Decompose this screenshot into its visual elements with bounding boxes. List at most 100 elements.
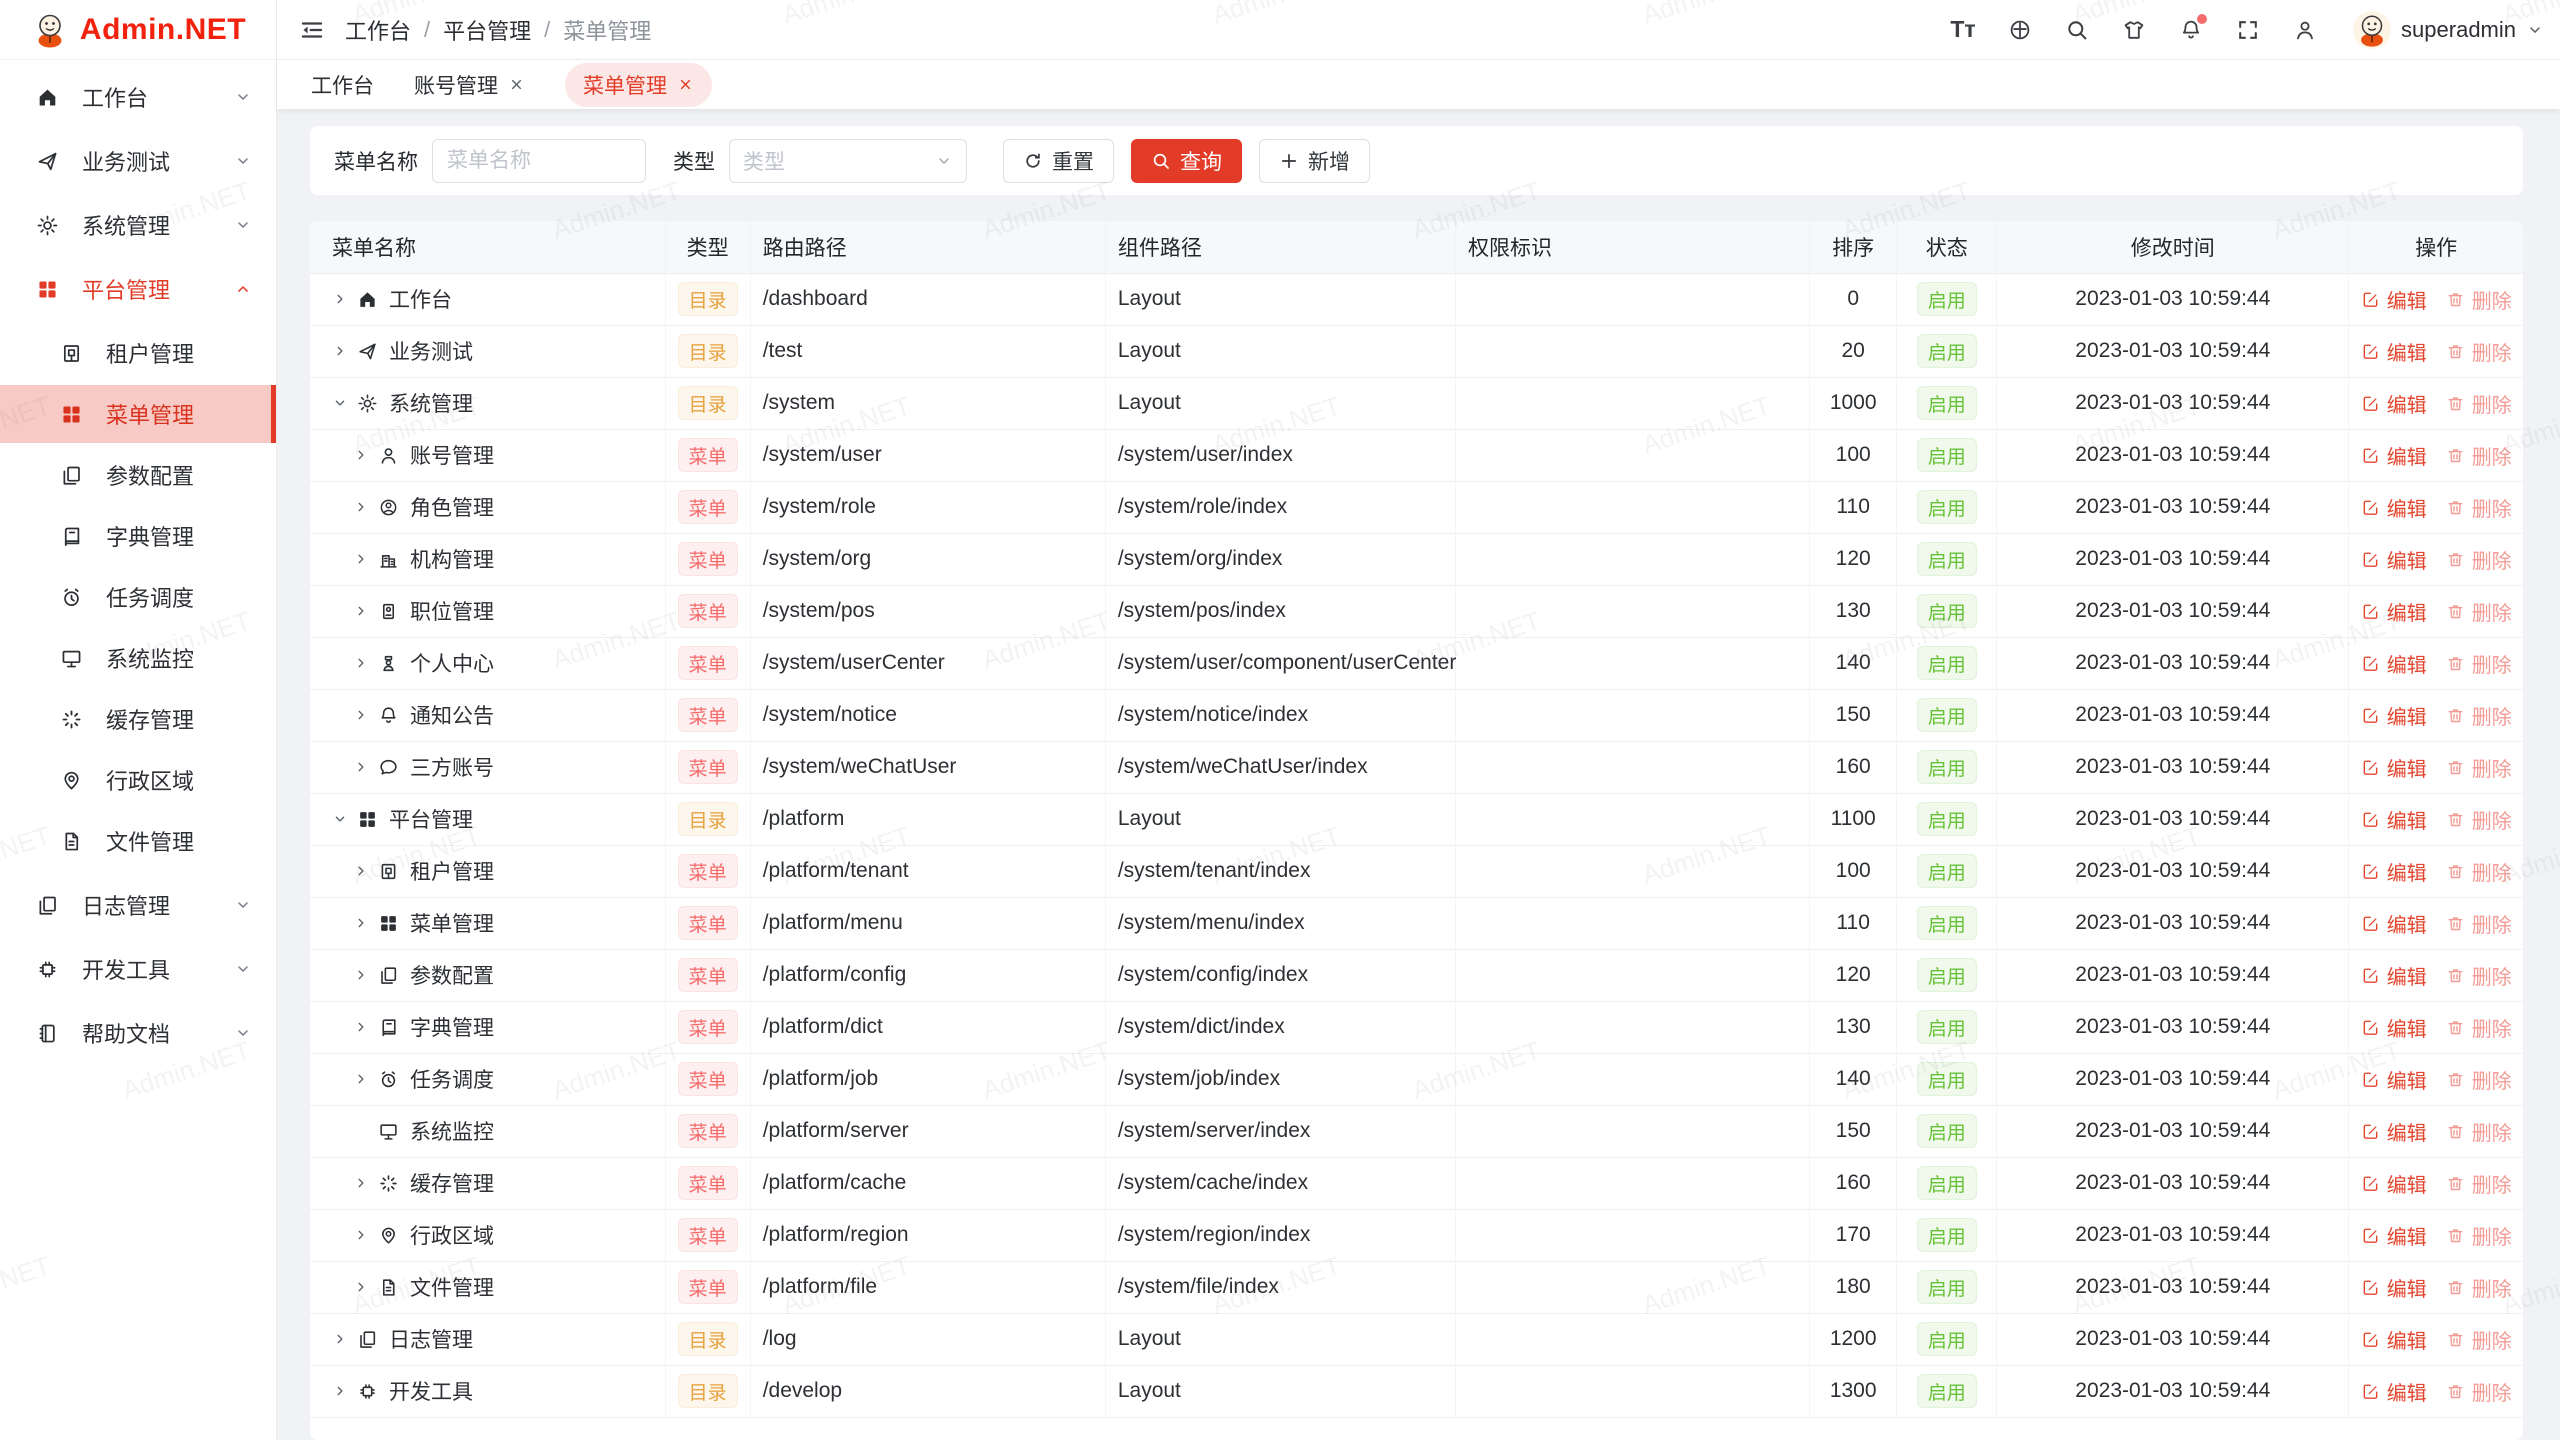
edit-button[interactable]: 编辑: [2361, 441, 2427, 470]
delete-button[interactable]: 删除: [2446, 1325, 2512, 1354]
header-tool-notifications[interactable]: [2178, 13, 2208, 43]
table-row[interactable]: 租户管理 菜单/platform/tenant/system/tenant/ind…: [310, 845, 2523, 898]
delete-button[interactable]: 删除: [2446, 753, 2512, 782]
header-tool-fullscreen[interactable]: [2235, 17, 2261, 43]
delete-button[interactable]: 删除: [2446, 597, 2512, 626]
search-button[interactable]: 查询: [1131, 138, 1242, 183]
edit-button[interactable]: 编辑: [2361, 545, 2427, 574]
sidebar-item-tenant[interactable]: 租户管理: [0, 324, 276, 382]
table-row[interactable]: 工作台 目录/dashboard Layout 0 启用 2023-01-03 10:59…: [310, 273, 2523, 326]
sidebar-item-job[interactable]: 任务调度: [0, 568, 276, 626]
table-row[interactable]: 菜单管理 菜单/platform/menu/system/menu/index 11…: [310, 897, 2523, 950]
edit-button[interactable]: 编辑: [2361, 1013, 2427, 1042]
edit-button[interactable]: 编辑: [2361, 649, 2427, 678]
header-tool-profile[interactable]: [2292, 17, 2318, 43]
sidebar-item-file[interactable]: 文件管理: [0, 812, 276, 870]
edit-button[interactable]: 编辑: [2361, 597, 2427, 626]
chevron-right-icon[interactable]: [353, 603, 369, 619]
edit-button[interactable]: 编辑: [2361, 805, 2427, 834]
delete-button[interactable]: 删除: [2446, 909, 2512, 938]
delete-button[interactable]: 删除: [2446, 1169, 2512, 1198]
chevron-right-icon[interactable]: [332, 291, 348, 307]
chevron-right-icon[interactable]: [353, 499, 369, 515]
breadcrumb-item[interactable]: 平台管理: [443, 18, 532, 44]
delete-button[interactable]: 删除: [2446, 441, 2512, 470]
table-row[interactable]: 行政区域 菜单/platform/region/system/region/ind…: [310, 1209, 2523, 1262]
edit-button[interactable]: 编辑: [2361, 493, 2427, 522]
edit-button[interactable]: 编辑: [2361, 1377, 2427, 1406]
edit-button[interactable]: 编辑: [2361, 1117, 2427, 1146]
chevron-right-icon[interactable]: [353, 915, 369, 931]
user-menu[interactable]: superadmin: [2353, 10, 2544, 49]
sidebar-item-dict[interactable]: 字典管理: [0, 507, 276, 565]
chevron-right-icon[interactable]: [353, 1071, 369, 1087]
sidebar-item-menu[interactable]: 菜单管理: [0, 385, 276, 443]
sidebar-item-system[interactable]: 系统管理: [0, 196, 276, 254]
edit-button[interactable]: 编辑: [2361, 961, 2427, 990]
table-row[interactable]: 账号管理 菜单/system/user/system/user/index 100 启…: [310, 429, 2523, 482]
menu-fold-icon[interactable]: [299, 17, 325, 43]
sidebar-item-config[interactable]: 参数配置: [0, 446, 276, 504]
edit-button[interactable]: 编辑: [2361, 1169, 2427, 1198]
sidebar-item-help[interactable]: 帮助文档: [0, 1004, 276, 1062]
delete-button[interactable]: 删除: [2446, 649, 2512, 678]
table-row[interactable]: 字典管理 菜单/platform/dict/system/dict/index 13…: [310, 1001, 2523, 1054]
table-row[interactable]: 系统监控 菜单/platform/server/system/server/ind…: [310, 1105, 2523, 1158]
table-row[interactable]: 缓存管理 菜单/platform/cache/system/cache/index…: [310, 1157, 2523, 1210]
chevron-right-icon[interactable]: [353, 759, 369, 775]
chevron-right-icon[interactable]: [353, 1175, 369, 1191]
table-row[interactable]: 开发工具 目录/develop Layout 1300 启用 2023-01-03 10:…: [310, 1365, 2523, 1418]
delete-button[interactable]: 删除: [2446, 1117, 2512, 1146]
header-tool-font-size[interactable]: Tт: [1950, 17, 1976, 43]
chevron-right-icon[interactable]: [353, 551, 369, 567]
chevron-right-icon[interactable]: [353, 1019, 369, 1035]
table-row[interactable]: 角色管理 菜单/system/role/system/role/index 110 启…: [310, 481, 2523, 534]
table-row[interactable]: 通知公告 菜单/system/notice/system/notice/index…: [310, 689, 2523, 742]
header-tool-language[interactable]: [2007, 17, 2033, 43]
chevron-right-icon[interactable]: [353, 707, 369, 723]
sidebar-item-develop[interactable]: 开发工具: [0, 940, 276, 998]
sidebar-item-workbench[interactable]: 工作台: [0, 68, 276, 126]
delete-button[interactable]: 删除: [2446, 493, 2512, 522]
delete-button[interactable]: 删除: [2446, 389, 2512, 418]
chevron-down-icon[interactable]: [332, 395, 348, 411]
edit-button[interactable]: 编辑: [2361, 701, 2427, 730]
edit-button[interactable]: 编辑: [2361, 1325, 2427, 1354]
chevron-right-icon[interactable]: [332, 1331, 348, 1347]
header-tool-search[interactable]: [2064, 17, 2090, 43]
header-tool-theme[interactable]: [2121, 17, 2147, 43]
chevron-right-icon[interactable]: [332, 1383, 348, 1399]
edit-button[interactable]: 编辑: [2361, 857, 2427, 886]
edit-button[interactable]: 编辑: [2361, 1273, 2427, 1302]
breadcrumb-item[interactable]: 工作台: [345, 18, 412, 44]
delete-button[interactable]: 删除: [2446, 285, 2512, 314]
delete-button[interactable]: 删除: [2446, 1377, 2512, 1406]
chevron-right-icon[interactable]: [353, 967, 369, 983]
edit-button[interactable]: 编辑: [2361, 909, 2427, 938]
close-icon[interactable]: [677, 76, 694, 93]
chevron-right-icon[interactable]: [353, 1279, 369, 1295]
table-row[interactable]: 系统管理 目录/system Layout 1000 启用 2023-01-03 10:5…: [310, 377, 2523, 430]
edit-button[interactable]: 编辑: [2361, 1221, 2427, 1250]
delete-button[interactable]: 删除: [2446, 545, 2512, 574]
delete-button[interactable]: 删除: [2446, 857, 2512, 886]
table-row[interactable]: 日志管理 目录/log Layout 1200 启用 2023-01-03 10:59:4…: [310, 1313, 2523, 1366]
edit-button[interactable]: 编辑: [2361, 1065, 2427, 1094]
delete-button[interactable]: 删除: [2446, 805, 2512, 834]
chevron-right-icon[interactable]: [332, 343, 348, 359]
reset-button[interactable]: 重置: [1003, 138, 1114, 183]
sidebar-item-server[interactable]: 系统监控: [0, 629, 276, 687]
sidebar-item-region[interactable]: 行政区域: [0, 751, 276, 809]
chevron-right-icon[interactable]: [353, 655, 369, 671]
table-row[interactable]: 机构管理 菜单/system/org/system/org/index 120 启用 2…: [310, 533, 2523, 586]
close-icon[interactable]: [508, 76, 525, 93]
tab-account[interactable]: 账号管理: [414, 70, 525, 100]
sidebar-item-log[interactable]: 日志管理: [0, 876, 276, 934]
table-row[interactable]: 业务测试 目录/test Layout 20 启用 2023-01-03 10:59:44…: [310, 325, 2523, 378]
edit-button[interactable]: 编辑: [2361, 337, 2427, 366]
table-row[interactable]: 文件管理 菜单/platform/file/system/file/index 18…: [310, 1261, 2523, 1314]
delete-button[interactable]: 删除: [2446, 701, 2512, 730]
table-row[interactable]: 参数配置 菜单/platform/config/system/config/ind…: [310, 949, 2523, 1002]
menu-name-input[interactable]: [432, 138, 646, 183]
chevron-right-icon[interactable]: [353, 447, 369, 463]
